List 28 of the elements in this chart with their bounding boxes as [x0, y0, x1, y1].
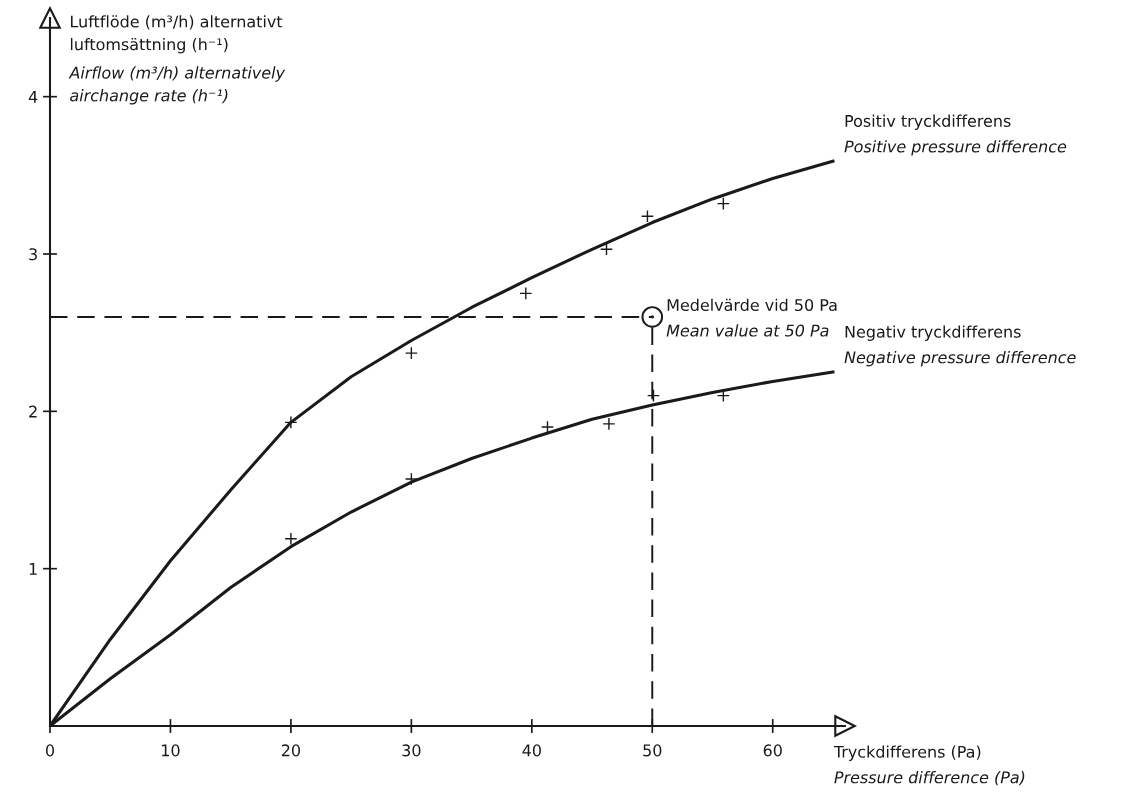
x-tick-label: 0 — [45, 744, 55, 757]
point — [641, 306, 664, 328]
point — [519, 286, 533, 300]
annotation: Medelvärde vid 50 Pa Mean value at 50 Pa — [666, 298, 837, 337]
point — [404, 346, 418, 360]
point — [602, 417, 616, 431]
y-tick-label: 4 — [28, 91, 38, 103]
point — [284, 415, 298, 429]
series-label: Negativ tryckdifferens Negative pressure difference — [844, 325, 1076, 367]
y-tick-label: 3 — [29, 248, 37, 261]
series-label: Positiv tryckdifferens Positive pressure difference — [844, 114, 1067, 156]
y-tick-label: 1 — [29, 563, 37, 575]
y-axis-title: Luftflöde (m³/h) alternativt luftomsättning (h⁻¹) Airflow (m³/h) alternatively airchange rate (h⁻¹) — [68, 15, 286, 105]
x-tick-label: 50 — [643, 744, 662, 757]
point — [640, 209, 654, 223]
point — [404, 472, 418, 486]
x-tick-label: 10 — [162, 744, 180, 757]
point — [284, 532, 298, 546]
x-axis-title: Tryckdifferens (Pa) Pressure difference (Pa) — [833, 745, 1025, 786]
x-tick-label: 30 — [402, 744, 421, 757]
y-tick-label: 2 — [29, 405, 37, 418]
x-tick-label: 60 — [763, 744, 782, 757]
x-tick-label: 40 — [522, 744, 541, 757]
point — [599, 242, 614, 256]
x-tick-label: 20 — [281, 744, 301, 757]
point — [646, 389, 660, 403]
point — [716, 197, 730, 211]
point — [540, 420, 554, 434]
